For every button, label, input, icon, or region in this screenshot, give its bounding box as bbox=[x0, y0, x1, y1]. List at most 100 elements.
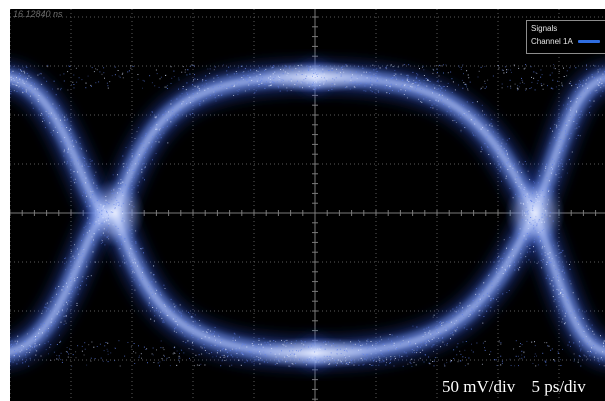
noise-speck bbox=[353, 86, 355, 88]
noise-speck bbox=[570, 133, 572, 134]
noise-speck bbox=[366, 348, 368, 350]
noise-speck bbox=[402, 79, 404, 81]
noise-speck bbox=[552, 285, 554, 287]
noise-speck bbox=[242, 78, 244, 80]
noise-speck bbox=[317, 353, 319, 355]
noise-speck bbox=[453, 358, 455, 359]
noise-speck bbox=[22, 91, 23, 92]
noise-speck bbox=[132, 152, 134, 154]
noise-speck bbox=[411, 365, 413, 367]
noise-speck bbox=[517, 88, 519, 90]
noise-speck bbox=[545, 364, 547, 366]
noise-speck bbox=[284, 340, 286, 342]
noise-speck bbox=[115, 202, 117, 204]
noise-speck bbox=[89, 219, 91, 220]
noise-speck bbox=[429, 341, 430, 343]
noise-speck bbox=[175, 321, 177, 322]
noise-speck bbox=[75, 141, 77, 143]
noise-speck bbox=[336, 349, 338, 351]
noise-speck bbox=[532, 205, 534, 207]
noise-speck bbox=[429, 89, 431, 90]
noise-speck bbox=[153, 362, 155, 363]
noise-speck bbox=[261, 82, 263, 84]
noise-speck bbox=[33, 93, 35, 95]
noise-speck bbox=[221, 354, 223, 356]
noise-speck bbox=[531, 341, 533, 343]
noise-speck bbox=[289, 82, 291, 84]
signals-legend[interactable]: Signals Channel 1A bbox=[526, 20, 605, 54]
noise-speck bbox=[511, 248, 513, 250]
noise-speck bbox=[174, 328, 175, 330]
noise-speck bbox=[158, 141, 160, 143]
noise-speck bbox=[288, 73, 290, 74]
noise-speck bbox=[248, 84, 250, 86]
noise-speck bbox=[331, 83, 333, 85]
noise-speck bbox=[227, 87, 229, 88]
noise-speck bbox=[548, 170, 550, 172]
noise-speck bbox=[130, 265, 132, 267]
noise-speck bbox=[469, 119, 470, 120]
noise-speck bbox=[526, 233, 528, 234]
noise-speck bbox=[73, 74, 75, 76]
noise-speck bbox=[436, 71, 438, 73]
noise-speck bbox=[353, 364, 355, 366]
noise-speck bbox=[291, 80, 292, 82]
noise-speck bbox=[509, 188, 511, 189]
noise-speck bbox=[340, 74, 342, 76]
noise-speck bbox=[431, 346, 433, 348]
noise-speck bbox=[494, 149, 496, 151]
noise-speck bbox=[272, 66, 274, 68]
noise-speck bbox=[360, 345, 362, 346]
noise-speck bbox=[15, 353, 16, 355]
noise-speck bbox=[219, 356, 221, 358]
noise-speck bbox=[412, 83, 414, 84]
noise-speck bbox=[107, 350, 109, 352]
noise-speck bbox=[397, 66, 399, 68]
noise-speck bbox=[456, 326, 458, 328]
noise-speck bbox=[428, 356, 430, 358]
noise-speck bbox=[501, 87, 503, 89]
noise-speck bbox=[212, 333, 214, 335]
noise-speck bbox=[517, 85, 519, 87]
noise-speck bbox=[141, 171, 143, 173]
noise-speck bbox=[64, 320, 66, 322]
noise-speck bbox=[519, 346, 521, 347]
noise-speck bbox=[548, 345, 550, 347]
noise-speck bbox=[366, 340, 368, 342]
noise-speck bbox=[349, 88, 351, 90]
noise-speck bbox=[383, 343, 385, 345]
noise-speck bbox=[350, 341, 352, 343]
noise-speck bbox=[23, 83, 25, 84]
noise-speck bbox=[336, 364, 337, 366]
noise-speck bbox=[135, 241, 137, 243]
noise-speck bbox=[288, 85, 290, 87]
noise-speck bbox=[498, 255, 500, 257]
noise-speck bbox=[455, 330, 457, 332]
noise-speck bbox=[564, 255, 566, 257]
noise-speck bbox=[512, 197, 514, 199]
noise-speck bbox=[441, 324, 443, 326]
noise-speck bbox=[436, 99, 438, 101]
noise-speck bbox=[529, 88, 531, 89]
noise-speck bbox=[202, 330, 204, 332]
noise-speck bbox=[506, 274, 508, 276]
noise-speck bbox=[129, 229, 131, 231]
noise-speck bbox=[128, 169, 130, 171]
noise-speck bbox=[502, 273, 504, 274]
noise-speck bbox=[535, 198, 537, 200]
noise-speck bbox=[424, 340, 426, 342]
noise-speck bbox=[600, 78, 602, 80]
noise-speck bbox=[546, 256, 548, 258]
noise-speck bbox=[41, 83, 43, 85]
noise-speck bbox=[82, 253, 84, 255]
noise-speck bbox=[84, 160, 86, 162]
noise-speck bbox=[118, 340, 120, 342]
legend-entry-channel-1a[interactable]: Channel 1A bbox=[531, 37, 600, 46]
noise-speck bbox=[473, 119, 475, 121]
noise-speck bbox=[358, 364, 360, 366]
noise-speck bbox=[300, 340, 302, 342]
noise-speck bbox=[366, 357, 368, 359]
noise-speck bbox=[423, 361, 425, 363]
noise-speck bbox=[165, 86, 167, 88]
noise-speck bbox=[138, 355, 140, 357]
